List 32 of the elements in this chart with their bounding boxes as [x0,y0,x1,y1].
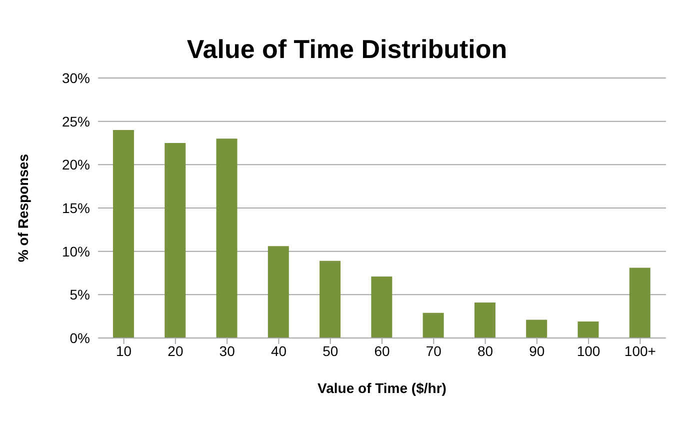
bar [629,268,650,338]
x-tick-label: 30 [219,342,236,359]
bar [320,260,341,338]
bar [164,143,186,338]
bar [371,276,392,338]
y-tick-label: 5% [70,286,90,303]
x-tick-label: 10 [116,342,132,359]
bar [268,246,289,338]
y-tick-label: 10% [62,243,90,260]
x-tick-label: 70 [426,342,442,359]
y-tick-label: 15% [62,200,90,216]
x-tick-label: 80 [477,342,494,359]
chart-title: Value of Time Distribution [186,34,508,65]
y-axis-title: % of Responses [14,154,31,262]
x-tick-label: 90 [529,342,545,359]
x-tick-label: 20 [168,342,184,359]
x-tick-label: 50 [322,342,338,359]
x-tick-label: 40 [270,342,287,359]
y-tick-label: 30% [62,70,90,86]
x-axis-title: Value of Time ($/hr) [318,380,446,396]
bar [526,320,548,338]
bar [216,138,238,338]
x-tick-label: 100 [576,342,600,359]
bar [474,302,496,338]
bar [113,130,134,338]
y-tick-label: 25% [62,113,90,130]
x-tick-label: 100+ [624,342,656,359]
bar [578,322,599,338]
x-tick-label: 60 [374,342,390,359]
y-tick-label: 20% [62,156,90,173]
y-tick-label: 0% [70,330,90,346]
bar [422,312,444,338]
